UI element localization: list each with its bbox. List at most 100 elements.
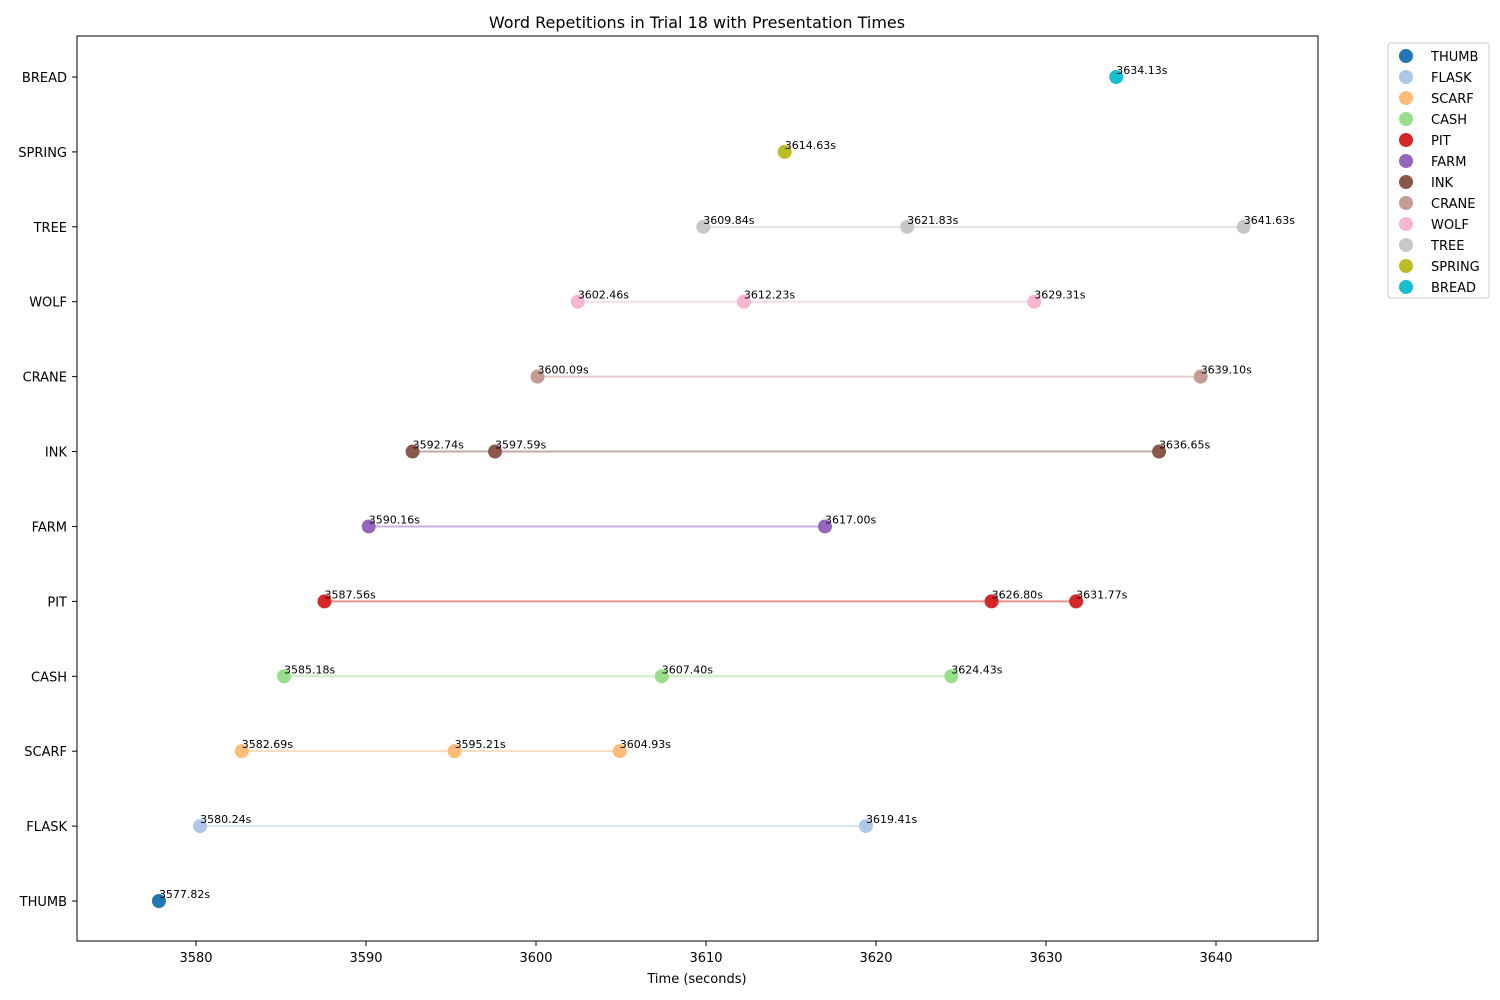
- y-tick-label: CRANE: [23, 371, 67, 386]
- data-point-flask: [858, 819, 873, 834]
- data-point-bread: [1109, 70, 1124, 84]
- data-point-wolf: [1027, 294, 1042, 309]
- y-tick-label: INK: [45, 446, 68, 461]
- y-tick-label: FARM: [32, 520, 67, 535]
- legend: THUMB FLASK SCARF CASH PIT FARM INK CRANE WOLF TR…: [1387, 42, 1490, 299]
- legend-label-pit: PIT: [1431, 134, 1451, 149]
- data-label-thumb: 3577.82s: [159, 888, 210, 901]
- legend-label-ink: INK: [1431, 176, 1454, 191]
- data-label-wolf: 3629.31s: [1034, 289, 1085, 302]
- data-label-crane: 3639.10s: [1201, 364, 1252, 377]
- legend-label-cash: CASH: [1431, 113, 1467, 128]
- data-point-spring: [777, 144, 792, 159]
- y-tick-label: TREE: [33, 221, 67, 236]
- axes: 3580 3590 3600 3610 3620 3630 3640 THUMB FLASK SC…: [18, 71, 1232, 966]
- x-tick-label: 3620: [859, 951, 892, 966]
- y-tick-label: WOLF: [29, 296, 67, 311]
- legend-marker-scarf: [1399, 91, 1413, 105]
- legend-label-flask: FLASK: [1431, 71, 1472, 86]
- legend-label-crane: CRANE: [1431, 197, 1475, 212]
- data-point-cash: [944, 669, 959, 684]
- data-point-wolf: [570, 294, 585, 309]
- data-point-tree: [696, 219, 711, 234]
- data-label-farm: 3617.00s: [825, 513, 876, 526]
- data-label-scarf: 3604.93s: [620, 738, 671, 751]
- data-label-wolf: 3612.23s: [744, 289, 795, 302]
- data-point-thumb: [151, 894, 166, 908]
- legend-marker-bread: [1399, 280, 1413, 294]
- y-tick-label: SCARF: [24, 745, 67, 760]
- legend-marker-thumb: [1399, 49, 1413, 63]
- data-point-ink: [405, 444, 420, 459]
- legend-frame: [1387, 42, 1490, 299]
- legend-label-bread: BREAD: [1431, 281, 1476, 296]
- data-label-bread: 3634.13s: [1116, 64, 1167, 77]
- data-point-farm: [361, 519, 376, 534]
- y-tick-label: SPRING: [18, 146, 67, 161]
- legend-marker-spring: [1399, 259, 1413, 273]
- legend-marker-tree: [1399, 238, 1413, 252]
- plot-area: 3577.82s 3580.24s 3619.41s 3582.69s 3595.21s…: [151, 64, 1295, 908]
- y-tick-label: FLASK: [26, 820, 67, 835]
- legend-label-tree: TREE: [1430, 239, 1464, 254]
- legend-marker-flask: [1399, 70, 1413, 84]
- data-label-tree: 3641.63s: [1244, 214, 1295, 227]
- legend-label-scarf: SCARF: [1431, 92, 1474, 107]
- data-label-farm: 3590.16s: [369, 513, 420, 526]
- legend-label-spring: SPRING: [1431, 260, 1480, 275]
- data-label-crane: 3600.09s: [538, 364, 589, 377]
- chart-title: Word Repetitions in Trial 18 with Presen…: [489, 13, 905, 32]
- legend-label-thumb: THUMB: [1430, 50, 1478, 65]
- data-point-ink: [488, 444, 503, 459]
- data-point-tree: [1236, 219, 1251, 234]
- legend-marker-ink: [1399, 175, 1413, 189]
- x-tick-label: 3580: [179, 951, 212, 966]
- data-label-wolf: 3602.46s: [578, 289, 629, 302]
- x-tick-label: 3590: [349, 951, 382, 966]
- x-tick-label: 3630: [1029, 951, 1062, 966]
- y-tick-label: PIT: [47, 595, 67, 610]
- data-point-pit: [984, 594, 999, 609]
- data-label-ink: 3597.59s: [495, 439, 546, 452]
- data-point-scarf: [447, 744, 462, 759]
- data-point-crane: [1193, 369, 1208, 384]
- data-point-cash: [277, 669, 292, 684]
- x-tick-label: 3610: [689, 951, 722, 966]
- data-label-cash: 3585.18s: [284, 663, 335, 676]
- data-label-flask: 3619.41s: [866, 813, 917, 826]
- data-point-scarf: [234, 744, 249, 759]
- y-tick-label: CASH: [31, 670, 67, 685]
- legend-label-wolf: WOLF: [1431, 218, 1469, 233]
- data-label-tree: 3621.83s: [907, 214, 958, 227]
- data-point-scarf: [612, 744, 627, 759]
- data-point-flask: [193, 819, 208, 834]
- x-tick-label: 3600: [519, 951, 552, 966]
- x-axis-label: Time (seconds): [646, 972, 746, 987]
- data-point-cash: [654, 669, 669, 684]
- data-label-pit: 3626.80s: [992, 588, 1043, 601]
- data-label-cash: 3624.43s: [951, 663, 1002, 676]
- data-label-pit: 3631.77s: [1076, 588, 1127, 601]
- legend-label-farm: FARM: [1431, 155, 1466, 170]
- data-label-tree: 3609.84s: [703, 214, 754, 227]
- data-label-scarf: 3582.69s: [242, 738, 293, 751]
- data-label-cash: 3607.40s: [662, 663, 713, 676]
- legend-marker-wolf: [1399, 217, 1413, 231]
- data-point-pit: [1069, 594, 1084, 609]
- data-label-flask: 3580.24s: [200, 813, 251, 826]
- data-point-ink: [1152, 444, 1167, 459]
- y-tick-label: THUMB: [19, 895, 67, 910]
- legend-marker-crane: [1399, 196, 1413, 210]
- data-point-pit: [317, 594, 332, 609]
- data-label-ink: 3592.74s: [413, 439, 464, 452]
- data-point-crane: [530, 369, 545, 384]
- data-label-spring: 3614.63s: [785, 139, 836, 152]
- plot-frame: [76, 35, 1319, 942]
- data-point-tree: [900, 219, 915, 234]
- legend-marker-pit: [1399, 133, 1413, 147]
- data-point-farm: [818, 519, 832, 534]
- legend-marker-farm: [1399, 154, 1413, 168]
- y-tick-label: BREAD: [22, 71, 67, 86]
- data-label-scarf: 3595.21s: [455, 738, 506, 751]
